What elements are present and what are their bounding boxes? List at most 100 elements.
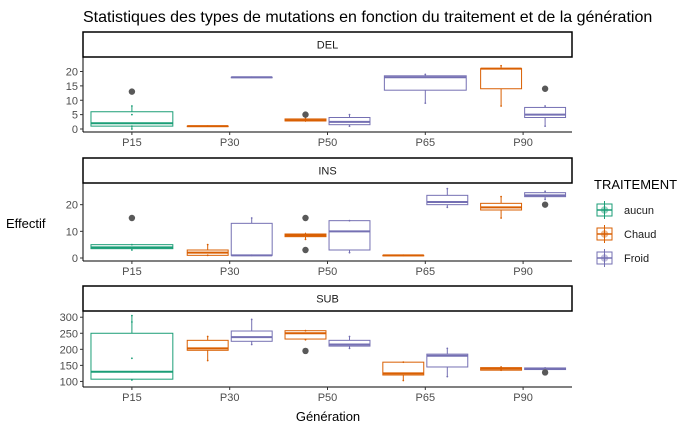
data-point <box>500 64 502 67</box>
y-tick-label: 10 <box>66 226 78 238</box>
box-iqr <box>186 339 229 351</box>
legend-title: TRAITEMENT <box>594 177 677 192</box>
data-point <box>131 378 133 381</box>
chart-title: Statistiques des types de mutations en f… <box>83 9 652 26</box>
box-froid-p50 <box>328 113 371 128</box>
box-froid-p90 <box>524 85 567 128</box>
x-tick-label: P15 <box>122 137 142 149</box>
box-chaud-p90 <box>480 64 523 107</box>
box-iqr <box>480 68 523 90</box>
facet-strip-label: INS <box>318 166 336 178</box>
data-point <box>446 187 449 190</box>
outlier-point <box>128 88 136 95</box>
y-tick-label: 5 <box>72 110 78 122</box>
box-chaud-p30 <box>186 335 229 362</box>
box-iqr <box>426 194 469 206</box>
x-tick-label: P30 <box>220 392 240 404</box>
data-point <box>131 125 133 128</box>
x-tick-label: P50 <box>318 392 338 404</box>
data-point <box>304 329 307 332</box>
box-aucun-p15 <box>90 314 174 381</box>
box-froid-p50 <box>328 335 371 350</box>
data-point <box>131 128 133 130</box>
data-point <box>250 343 253 346</box>
facet-strip <box>82 285 573 312</box>
data-point <box>304 119 307 122</box>
box-chaud-p50 <box>284 111 327 122</box>
legend: TRAITEMENT aucun Chaud Froid <box>594 177 677 267</box>
box-chaud-p50 <box>284 214 327 254</box>
y-tick-label: 20 <box>66 67 78 79</box>
box-froid-p90 <box>524 190 567 208</box>
x-tick-label: P65 <box>416 266 436 278</box>
data-point <box>206 335 209 338</box>
x-axis-title: Génération <box>296 409 360 424</box>
data-point <box>544 198 547 201</box>
data-point <box>131 357 133 360</box>
data-point <box>131 113 133 116</box>
data-point <box>446 206 449 209</box>
outlier-point <box>302 214 309 222</box>
legend-label: Chaud <box>624 229 656 241</box>
box-iqr <box>383 75 467 91</box>
data-point <box>500 195 502 198</box>
legend-label: Froid <box>624 253 649 265</box>
x-tick-label: P50 <box>318 137 338 149</box>
data-point <box>304 118 307 120</box>
facet-panels: DEL 0 5 10 15 20 P15 P30 P50 P65 P90 INS 0 10 20 P15 P30… <box>60 31 573 404</box>
box-iqr <box>426 353 469 368</box>
data-point <box>348 125 351 128</box>
data-point <box>131 105 133 107</box>
outlier-point <box>541 85 549 92</box>
box-iqr <box>230 222 273 256</box>
facet-strip-label: SUB <box>316 294 339 306</box>
data-point <box>304 338 307 341</box>
data-point <box>424 76 427 79</box>
y-tick-label: 20 <box>66 200 78 212</box>
data-point <box>206 359 209 362</box>
box-chaud-p90 <box>480 366 523 372</box>
data-point <box>424 102 427 105</box>
data-point <box>131 243 133 246</box>
box-iqr <box>328 339 371 347</box>
data-point <box>402 361 405 364</box>
box-aucun-p15 <box>90 88 174 130</box>
data-point <box>206 125 209 128</box>
data-point <box>544 125 547 128</box>
x-tick-label: P30 <box>220 266 240 278</box>
facet-panel-del: DEL 0 5 10 15 20 P15 P30 P50 P65 P90 <box>66 31 573 149</box>
x-tick-label: P90 <box>513 266 533 278</box>
box-froid-p50 <box>328 219 371 254</box>
y-tick-label: 200 <box>60 344 78 356</box>
facet-panel-ins: INS 0 10 20 P15 P30 P50 P65 P90 <box>66 157 573 278</box>
data-point <box>206 243 209 246</box>
box-froid-p30 <box>230 318 273 346</box>
data-point <box>131 122 133 125</box>
data-point <box>348 113 351 116</box>
y-tick-label: 0 <box>72 253 78 265</box>
outlier-point <box>541 369 549 376</box>
data-point <box>500 217 502 219</box>
data-point <box>544 367 547 369</box>
data-point <box>250 76 253 79</box>
data-point <box>348 251 351 254</box>
box-chaud-p50 <box>284 329 327 355</box>
legend-entry-chaud: Chaud <box>596 225 656 243</box>
data-point <box>402 379 405 382</box>
data-point <box>402 254 405 257</box>
data-point <box>500 105 502 107</box>
data-point <box>348 347 351 350</box>
data-point <box>304 233 307 235</box>
y-tick-label: 0 <box>72 124 78 136</box>
box-aucun-p15 <box>90 214 174 251</box>
legend-entry-froid: Froid <box>596 249 649 267</box>
y-tick-label: 15 <box>66 81 78 93</box>
facet-strip <box>82 31 573 58</box>
box-froid-p65 <box>383 73 467 105</box>
data-point <box>131 314 133 317</box>
box-iqr <box>328 220 371 251</box>
outlier-point <box>128 214 136 222</box>
box-chaud-p65 <box>382 254 425 257</box>
box-froid-p90 <box>524 367 567 376</box>
